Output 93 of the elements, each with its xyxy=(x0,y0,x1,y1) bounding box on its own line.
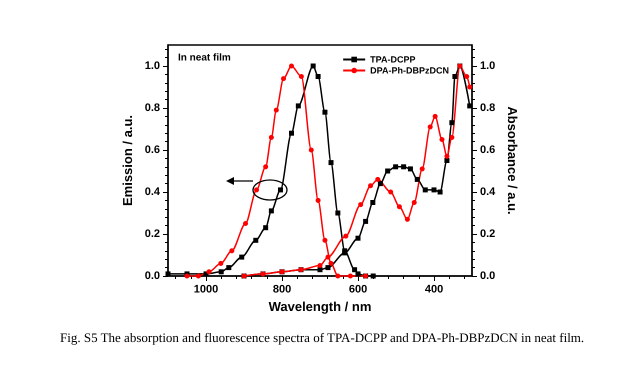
point xyxy=(449,120,454,126)
point xyxy=(385,168,390,174)
y2-tick-label: 0.0 xyxy=(480,270,496,282)
point xyxy=(268,134,274,140)
point xyxy=(358,202,364,208)
point xyxy=(343,234,348,239)
point xyxy=(243,221,248,226)
point xyxy=(298,74,304,79)
point xyxy=(370,200,376,205)
point xyxy=(289,64,294,68)
point xyxy=(310,64,316,68)
x-tick-label: 600 xyxy=(348,284,368,296)
point xyxy=(263,164,268,170)
point xyxy=(335,274,340,278)
point xyxy=(322,238,328,243)
x-axis-title: Wavelength / nm xyxy=(268,299,372,314)
point xyxy=(274,108,279,113)
point xyxy=(296,103,301,108)
point xyxy=(432,114,438,119)
point xyxy=(226,265,232,270)
point xyxy=(316,74,321,79)
point xyxy=(422,187,428,192)
point xyxy=(318,263,322,268)
point xyxy=(206,269,212,274)
point xyxy=(404,216,410,222)
point xyxy=(263,225,268,230)
y2-tick-label: 0.8 xyxy=(480,102,496,114)
legend-label: DPA-Ph-DBPzDCN xyxy=(370,66,450,76)
y2-tick-label: 0.4 xyxy=(480,186,496,198)
y-tick-label: 0.2 xyxy=(144,228,160,240)
point xyxy=(449,134,454,140)
point xyxy=(428,124,433,130)
point xyxy=(444,158,450,163)
point xyxy=(328,160,334,166)
x-tick-label: 400 xyxy=(424,284,444,296)
annotation: In neat film xyxy=(178,52,231,64)
point xyxy=(401,164,406,170)
point xyxy=(368,183,374,188)
y-axis-title: Emission / a.u. xyxy=(120,114,135,206)
point xyxy=(408,166,413,172)
point xyxy=(420,166,425,172)
point xyxy=(278,187,283,192)
point xyxy=(412,200,417,205)
point xyxy=(432,187,436,192)
point xyxy=(352,267,358,272)
y-tick-label: 1.0 xyxy=(144,60,160,72)
point xyxy=(253,238,258,243)
point xyxy=(396,204,402,210)
point xyxy=(322,110,328,115)
y-tick-label: 0.6 xyxy=(144,144,160,156)
point xyxy=(393,164,398,170)
point xyxy=(239,254,244,260)
point xyxy=(308,148,314,152)
point xyxy=(467,84,472,90)
point xyxy=(335,210,340,216)
point xyxy=(348,274,353,278)
point xyxy=(218,260,224,266)
x-tick-label: 800 xyxy=(272,284,292,296)
point xyxy=(356,271,360,276)
point xyxy=(218,269,224,274)
point xyxy=(184,274,190,278)
y-tick-label: 0.4 xyxy=(144,186,161,198)
point xyxy=(414,176,420,182)
point xyxy=(363,218,368,224)
point xyxy=(325,254,330,260)
point xyxy=(388,190,394,194)
point xyxy=(166,271,170,276)
point xyxy=(268,208,274,214)
legend-label: TPA-DCPP xyxy=(370,54,416,64)
y2-tick-label: 0.6 xyxy=(480,144,496,156)
point xyxy=(439,137,444,142)
point xyxy=(281,76,286,82)
point xyxy=(464,74,470,79)
point xyxy=(289,130,294,136)
point xyxy=(325,265,330,270)
point xyxy=(328,260,334,266)
caption: Fig. S5 The absorption and fluorescence spectra of TPA-DCPP and DPA-Ph-DBPzDCN in neat film. xyxy=(60,330,586,346)
y2-tick-label: 0.2 xyxy=(480,228,496,240)
point xyxy=(254,187,260,192)
x-tick-label: 1000 xyxy=(194,284,218,296)
point xyxy=(316,198,321,203)
y2-axis-title: Absorbance / a.u. xyxy=(505,106,520,215)
y-tick-label: 0.8 xyxy=(144,102,160,114)
y-tick-label: 0.0 xyxy=(144,270,160,282)
point xyxy=(378,181,383,186)
point xyxy=(356,236,360,241)
y2-tick-label: 1.0 xyxy=(480,60,496,72)
point xyxy=(444,154,450,159)
point xyxy=(438,190,443,194)
point xyxy=(229,248,234,254)
point xyxy=(375,176,380,182)
point xyxy=(452,74,458,79)
point xyxy=(196,274,201,278)
